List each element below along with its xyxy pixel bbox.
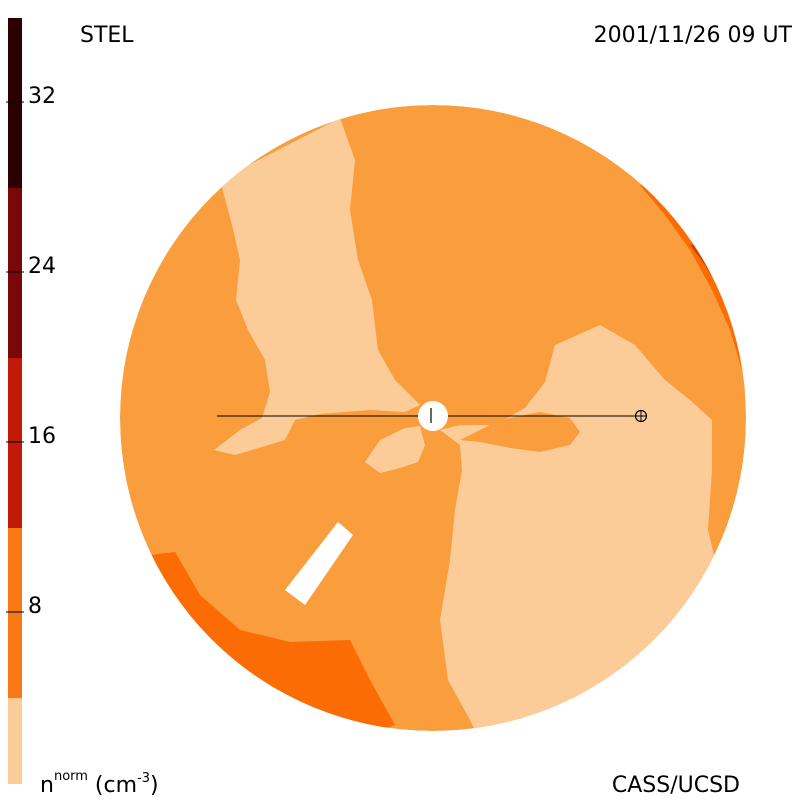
- earth-icon: [634, 409, 648, 423]
- sun-marker: [418, 401, 448, 431]
- excluded-sector: [285, 522, 353, 605]
- colorbar-unit-label: nnorm (cm-3): [40, 769, 159, 798]
- color-bar-tick-label: 8: [28, 594, 42, 619]
- unit-text: (cm: [88, 773, 137, 798]
- color-bar-segment: [8, 18, 22, 188]
- color-bar-segment: [8, 358, 22, 528]
- low-density-region: [214, 118, 420, 455]
- color-bar-tick-label: 32: [28, 84, 56, 109]
- color-bar-tick-label: 24: [28, 254, 56, 279]
- medium-density-region: [460, 412, 580, 452]
- unit-close: ): [150, 773, 159, 798]
- timestamp-label: 2001/11/26 09 UT: [594, 23, 793, 48]
- credit-label: CASS/UCSD: [612, 773, 740, 798]
- color-bar-segment: [8, 188, 22, 358]
- unit-exponent: -3: [137, 771, 150, 786]
- color-bar-segment: [8, 698, 22, 784]
- unit-symbol: n: [40, 773, 54, 798]
- medium-density-region: [705, 370, 745, 420]
- low-density-region: [365, 426, 425, 473]
- color-bar: 32 24 16 8: [6, 18, 56, 784]
- color-bar-segment: [8, 528, 22, 698]
- unit-superscript: norm: [54, 769, 88, 784]
- instrument-label: STEL: [80, 23, 134, 48]
- color-bar-tick-label: 16: [28, 424, 56, 449]
- density-disc: [120, 105, 746, 731]
